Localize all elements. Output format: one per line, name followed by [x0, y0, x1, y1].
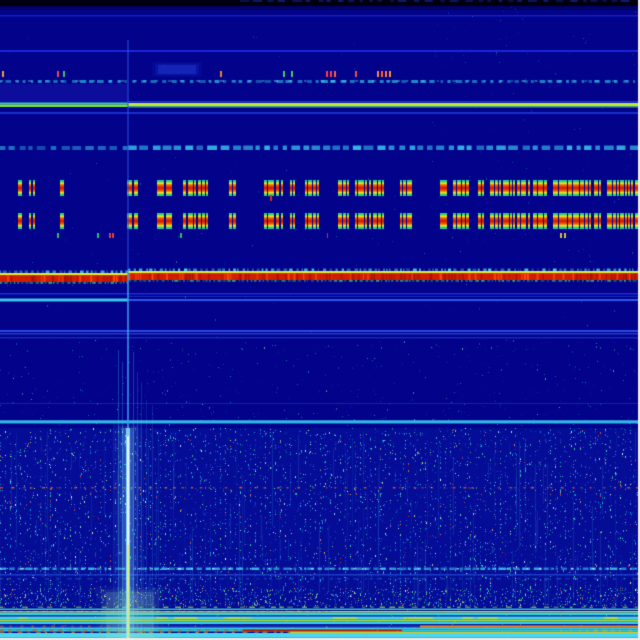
spectrogram-canvas	[0, 0, 640, 640]
spectrogram-waterfall	[0, 0, 640, 640]
